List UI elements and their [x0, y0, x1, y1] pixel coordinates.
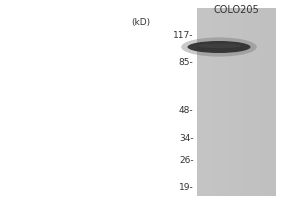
Bar: [234, 8, 235, 196]
Text: 34-: 34-: [179, 134, 194, 143]
Bar: [215, 8, 216, 196]
Bar: [208, 8, 209, 196]
Bar: [223, 8, 224, 196]
Bar: [251, 8, 252, 196]
Bar: [210, 8, 211, 196]
Bar: [263, 8, 264, 196]
Bar: [247, 8, 248, 196]
Text: (kD): (kD): [131, 18, 151, 26]
Bar: [224, 8, 225, 196]
Bar: [254, 8, 255, 196]
Bar: [219, 8, 220, 196]
Bar: [245, 8, 246, 196]
Bar: [236, 8, 237, 196]
Bar: [242, 8, 243, 196]
Bar: [216, 8, 217, 196]
Bar: [269, 8, 270, 196]
Bar: [203, 8, 205, 196]
Bar: [271, 8, 272, 196]
Bar: [275, 8, 276, 196]
Bar: [196, 8, 197, 196]
Bar: [257, 8, 258, 196]
Bar: [222, 8, 223, 196]
Bar: [206, 8, 207, 196]
Bar: [270, 8, 271, 196]
Bar: [250, 8, 251, 196]
Ellipse shape: [197, 43, 241, 48]
Bar: [264, 8, 265, 196]
Bar: [239, 8, 240, 196]
Bar: [218, 8, 219, 196]
Ellipse shape: [181, 37, 257, 57]
Bar: [231, 8, 232, 196]
Bar: [227, 8, 228, 196]
Bar: [214, 8, 215, 196]
Text: 48-: 48-: [179, 106, 194, 115]
Bar: [205, 8, 206, 196]
Bar: [265, 8, 266, 196]
Bar: [202, 8, 203, 196]
Bar: [212, 8, 213, 196]
Bar: [202, 8, 203, 196]
Bar: [230, 8, 231, 196]
Bar: [226, 8, 227, 196]
Bar: [235, 8, 236, 196]
Bar: [262, 8, 263, 196]
Bar: [249, 8, 250, 196]
Bar: [267, 8, 268, 196]
Bar: [274, 8, 275, 196]
Bar: [209, 8, 210, 196]
Text: 26-: 26-: [179, 156, 194, 165]
Bar: [199, 8, 200, 196]
Bar: [207, 8, 208, 196]
Text: 117-: 117-: [173, 31, 194, 40]
Bar: [248, 8, 249, 196]
Bar: [252, 8, 253, 196]
Bar: [256, 8, 257, 196]
Bar: [243, 8, 244, 196]
Bar: [221, 8, 222, 196]
Bar: [240, 8, 241, 196]
Bar: [196, 8, 276, 196]
Bar: [260, 8, 261, 196]
Bar: [258, 8, 259, 196]
Text: 85-: 85-: [179, 58, 194, 67]
Bar: [232, 8, 233, 196]
Bar: [233, 8, 234, 196]
Bar: [266, 8, 267, 196]
Text: 19-: 19-: [179, 183, 194, 192]
Bar: [244, 8, 245, 196]
Bar: [259, 8, 260, 196]
Bar: [225, 8, 226, 196]
Bar: [229, 8, 230, 196]
Bar: [228, 8, 229, 196]
Bar: [246, 8, 247, 196]
Bar: [253, 8, 254, 196]
Bar: [273, 8, 274, 196]
Bar: [241, 8, 242, 196]
Bar: [272, 8, 273, 196]
Bar: [197, 8, 199, 196]
Bar: [268, 8, 269, 196]
Bar: [237, 8, 238, 196]
Text: COLO205: COLO205: [213, 5, 259, 15]
Bar: [220, 8, 221, 196]
Bar: [200, 8, 202, 196]
Bar: [255, 8, 256, 196]
Bar: [213, 8, 214, 196]
Ellipse shape: [188, 41, 250, 53]
Bar: [261, 8, 262, 196]
Bar: [238, 8, 239, 196]
